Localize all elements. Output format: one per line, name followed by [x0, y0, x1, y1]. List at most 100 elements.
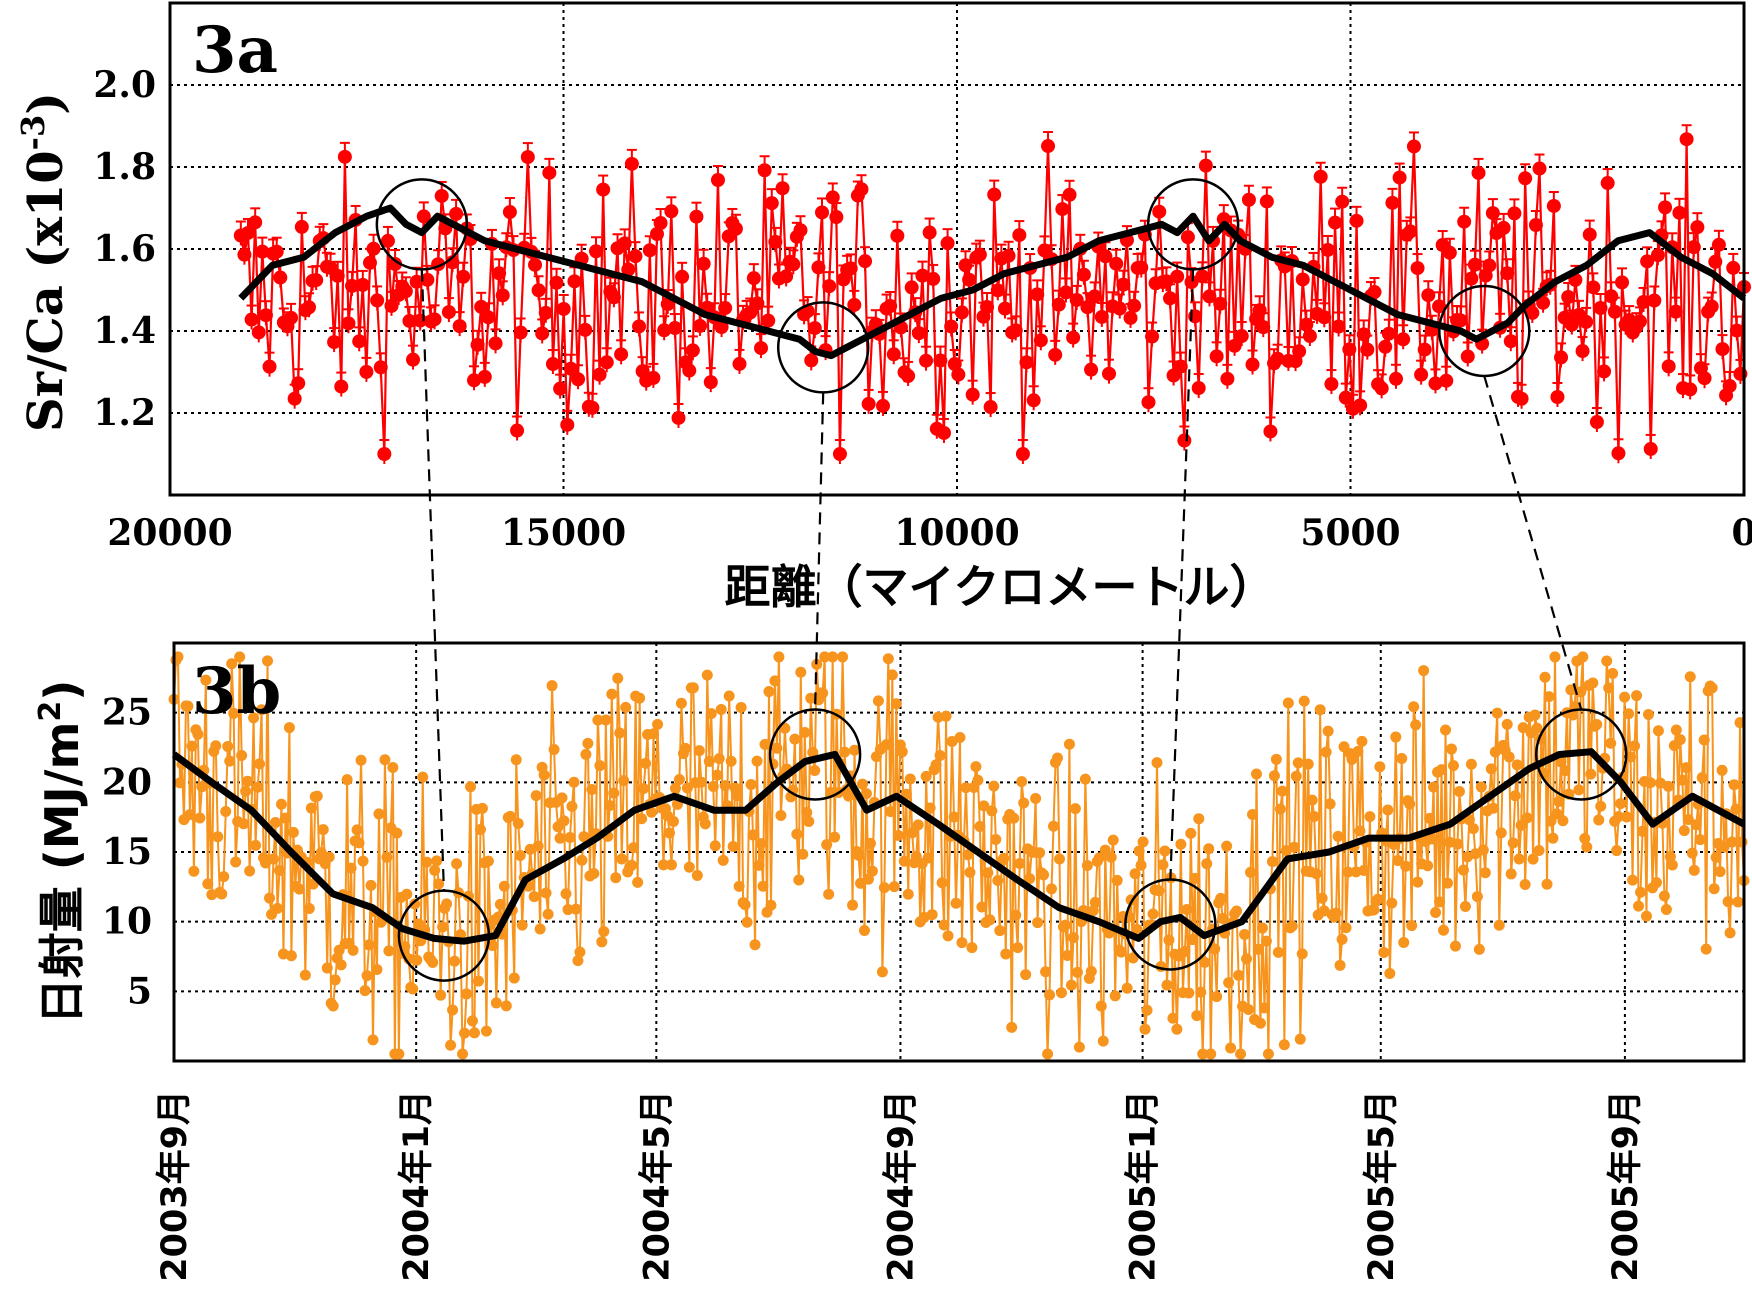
data-point [251, 325, 266, 340]
data-point [1201, 858, 1213, 870]
data-point [804, 353, 819, 368]
data-point [695, 776, 707, 788]
data-point [1223, 977, 1235, 989]
data-point [556, 792, 568, 804]
data-point [1266, 856, 1278, 868]
data-point [437, 921, 449, 933]
data-point [330, 268, 345, 283]
data-point [1314, 704, 1326, 716]
x-tick-label: 2004年1月 [397, 1090, 437, 1282]
data-point [335, 959, 347, 971]
plot-frame-3a [168, 1, 1746, 497]
data-point [632, 876, 644, 888]
data-point [837, 651, 849, 663]
data-point [264, 892, 276, 904]
data-point [1121, 982, 1133, 994]
data-point [1217, 912, 1229, 924]
data-point [658, 859, 670, 871]
data-point [1195, 269, 1210, 284]
data-point [1209, 349, 1224, 364]
data-point [621, 262, 636, 277]
data-point [1102, 366, 1117, 381]
data-point [309, 273, 324, 288]
data-point [474, 824, 486, 836]
data-point [1260, 935, 1272, 947]
data-point [572, 955, 584, 967]
data-point [1577, 651, 1589, 663]
data-point [807, 746, 819, 758]
data-point [1346, 753, 1358, 765]
data-point [1199, 956, 1211, 968]
data-point [793, 874, 805, 886]
data-point [954, 305, 969, 320]
data-point [964, 866, 976, 878]
data-point [1094, 309, 1109, 324]
data-point [942, 930, 954, 942]
data-point [1710, 851, 1722, 863]
data-point [224, 755, 236, 767]
data-point [1694, 834, 1706, 846]
data-point [667, 321, 682, 336]
data-point [1652, 725, 1664, 737]
data-point [986, 805, 998, 817]
data-point [1123, 310, 1138, 325]
data-point [1607, 304, 1622, 319]
x-tick-label: 2004年9月 [881, 1090, 921, 1282]
data-point [1536, 295, 1551, 310]
data-point [1528, 217, 1543, 232]
data-point [576, 854, 588, 866]
data-point [642, 243, 657, 258]
data-point [534, 923, 546, 935]
data-point [337, 149, 352, 164]
data-point [1111, 874, 1123, 886]
data-point [1396, 332, 1411, 347]
data-point [431, 855, 443, 867]
data-point [495, 288, 510, 303]
raw-line [173, 653, 1745, 1055]
data-point [556, 301, 571, 316]
x-tick-label: 5000 [1300, 512, 1400, 554]
data-point [228, 707, 240, 719]
data-point [248, 712, 260, 724]
data-point [373, 360, 388, 375]
data-point [1302, 329, 1317, 344]
data-point [718, 301, 733, 316]
data-point [1259, 194, 1274, 209]
data-point [1564, 317, 1579, 332]
y-tick-label: 1.2 [93, 392, 156, 434]
data-point [714, 319, 729, 334]
data-point [1442, 877, 1454, 889]
data-point [1173, 359, 1188, 374]
data-point [535, 326, 550, 341]
data-point [1661, 359, 1676, 374]
data-point [934, 750, 946, 762]
data-point [1700, 943, 1712, 955]
data-point [441, 898, 453, 910]
data-point [675, 697, 687, 709]
data-point [186, 740, 198, 752]
data-point [1292, 757, 1304, 769]
data-point [1726, 260, 1741, 275]
data-point [1233, 969, 1245, 981]
data-point [1330, 907, 1342, 919]
data-point [1317, 310, 1332, 325]
data-point [685, 343, 700, 358]
data-point [271, 902, 283, 914]
data-point [930, 759, 942, 771]
data-point [240, 785, 252, 797]
data-point [1080, 300, 1095, 315]
data-point [1724, 927, 1736, 939]
data-point [516, 919, 528, 931]
data-point [883, 298, 898, 313]
data-point [689, 209, 704, 224]
data-point [216, 888, 228, 900]
data-point [351, 824, 363, 836]
data-point [912, 819, 924, 831]
data-point [1356, 327, 1371, 342]
data-point [598, 925, 610, 937]
data-point [530, 790, 542, 802]
data-point [987, 187, 1002, 202]
data-point [1051, 297, 1066, 312]
data-point [1619, 691, 1631, 703]
